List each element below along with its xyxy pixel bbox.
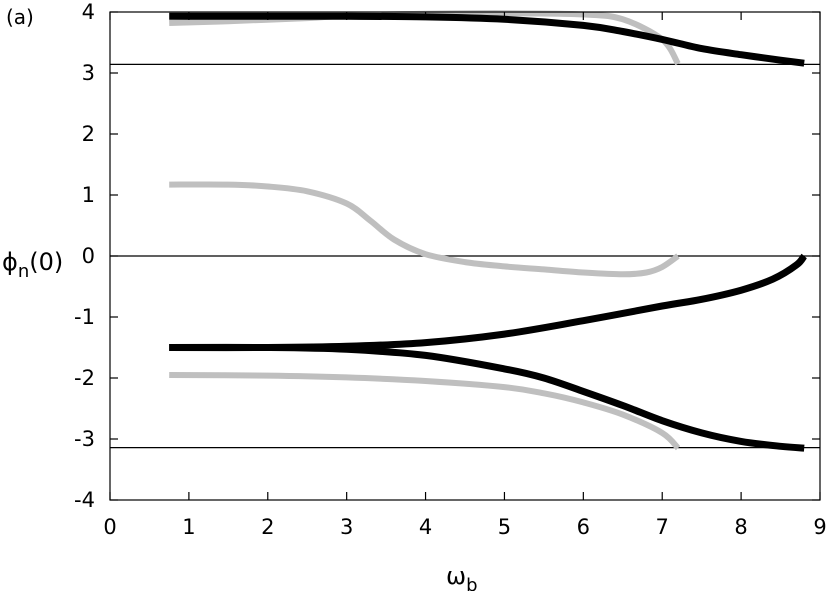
y-tick-label: -4 xyxy=(74,488,95,512)
y-tick-label: 2 xyxy=(82,122,95,146)
x-tick-label: 0 xyxy=(103,515,116,539)
y-tick-label: 0 xyxy=(82,244,95,268)
y-tick-label: 3 xyxy=(82,61,95,85)
panel-label: (a) xyxy=(6,5,34,29)
series-line-black xyxy=(169,253,808,352)
series-group xyxy=(169,10,808,452)
x-axis-label: ωb xyxy=(446,562,478,591)
x-tick-label: 8 xyxy=(734,515,747,539)
x-tick-label: 1 xyxy=(182,515,195,539)
y-axis-label-subscript: n xyxy=(18,261,29,282)
y-tick-label: -3 xyxy=(74,427,95,451)
x-tick-label: 9 xyxy=(813,515,826,539)
x-tick-label: 2 xyxy=(261,515,274,539)
svg-text:ϕn(0): ϕn(0) xyxy=(2,248,63,282)
series-line-gray xyxy=(169,181,680,278)
series-line-gray xyxy=(169,372,681,451)
x-tick-label: 4 xyxy=(419,515,432,539)
y-axis-label: ϕn(0) xyxy=(2,248,63,282)
series-line-black xyxy=(169,12,805,67)
y-tick-label: 1 xyxy=(82,183,95,207)
x-tick-label: 5 xyxy=(498,515,511,539)
reference-lines xyxy=(110,63,820,449)
x-axis-ticks: 0 1 2 3 4 5 6 7 8 9 xyxy=(103,12,827,539)
series-line-black xyxy=(169,343,805,452)
y-tick-label: -2 xyxy=(74,366,95,390)
y-axis-ticks: 4 3 2 1 0 -1 -2 -3 -4 xyxy=(74,0,820,512)
x-tick-label: 6 xyxy=(577,515,590,539)
y-tick-label: 4 xyxy=(82,0,95,24)
svg-text:ωb: ωb xyxy=(446,562,478,591)
x-axis-label-subscript: b xyxy=(466,575,477,591)
y-tick-label: -1 xyxy=(74,305,95,329)
x-tick-label: 7 xyxy=(656,515,669,539)
x-tick-label: 3 xyxy=(340,515,353,539)
series-line-gray xyxy=(169,10,681,66)
